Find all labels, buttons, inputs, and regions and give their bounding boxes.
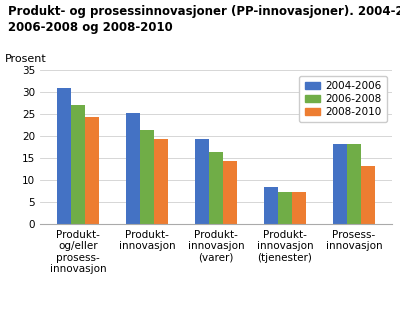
Bar	[85, 117, 99, 224]
Legend: 2004-2006, 2006-2008, 2008-2010: 2004-2006, 2006-2008, 2008-2010	[299, 76, 387, 122]
Bar	[361, 166, 375, 224]
Bar	[71, 105, 85, 224]
Bar	[223, 161, 237, 224]
Text: Produkt- og prosessinnovasjoner (PP-innovasjoner). 2004-2006,
2006-2008 og 2008-: Produkt- og prosessinnovasjoner (PP-inno…	[8, 5, 400, 34]
Bar	[347, 144, 361, 224]
Bar	[57, 87, 71, 224]
Bar	[292, 192, 306, 224]
Bar	[264, 187, 278, 224]
Bar	[140, 130, 154, 224]
Bar	[154, 139, 168, 224]
Bar	[209, 152, 223, 224]
Text: Prosent: Prosent	[5, 54, 46, 64]
Bar	[333, 144, 347, 224]
Bar	[195, 139, 209, 224]
Bar	[126, 113, 140, 224]
Bar	[278, 192, 292, 224]
